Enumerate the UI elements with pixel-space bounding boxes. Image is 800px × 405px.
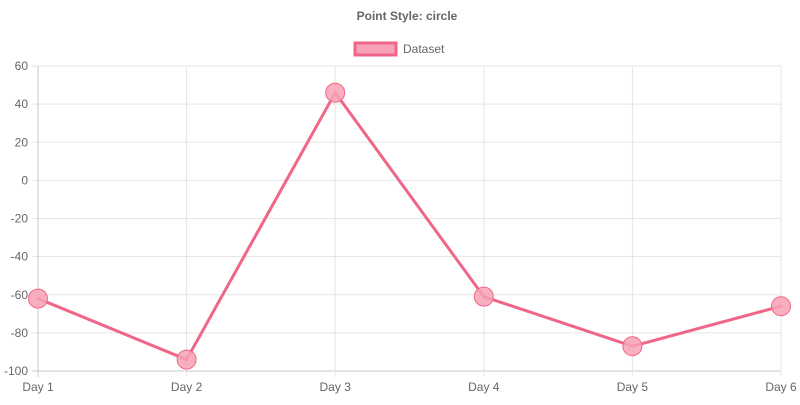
legend-swatch [353,41,398,57]
x-tick-label: Day 2 [171,380,203,394]
y-tick-label: -100 [4,364,28,378]
legend[interactable]: Dataset [353,41,445,57]
y-tick-label: 60 [15,59,29,73]
x-tick-label: Day 1 [22,380,54,394]
data-point[interactable] [771,296,791,317]
y-tick-label: 20 [15,135,29,149]
series-dataset [28,82,791,370]
y-tick-label: -60 [11,288,29,302]
data-point[interactable] [325,82,346,103]
x-tick-label: Day 6 [765,380,797,394]
y-axis-ticks: 60 40 20 0 -20 -40 -60 -80 -100 [4,59,28,378]
chart-title: Point Style: circle [357,9,458,23]
grid [32,65,782,377]
data-point[interactable] [473,286,494,307]
y-tick-label: 0 [21,173,28,187]
x-tick-label: Day 4 [468,380,500,394]
y-tick-label: -40 [11,250,29,264]
y-tick-label: 40 [15,97,29,111]
y-tick-label: -80 [11,326,29,340]
y-tick-label: -20 [11,212,29,226]
data-point[interactable] [622,336,643,357]
data-point[interactable] [176,349,197,370]
x-tick-label: Day 5 [617,380,649,394]
x-tick-label: Day 3 [320,380,352,394]
legend-label: Dataset [403,42,445,56]
x-axis-ticks: Day 1 Day 2 Day 3 Day 4 Day 5 Day 6 [22,380,797,394]
data-point[interactable] [28,288,48,309]
series-line [36,91,783,362]
